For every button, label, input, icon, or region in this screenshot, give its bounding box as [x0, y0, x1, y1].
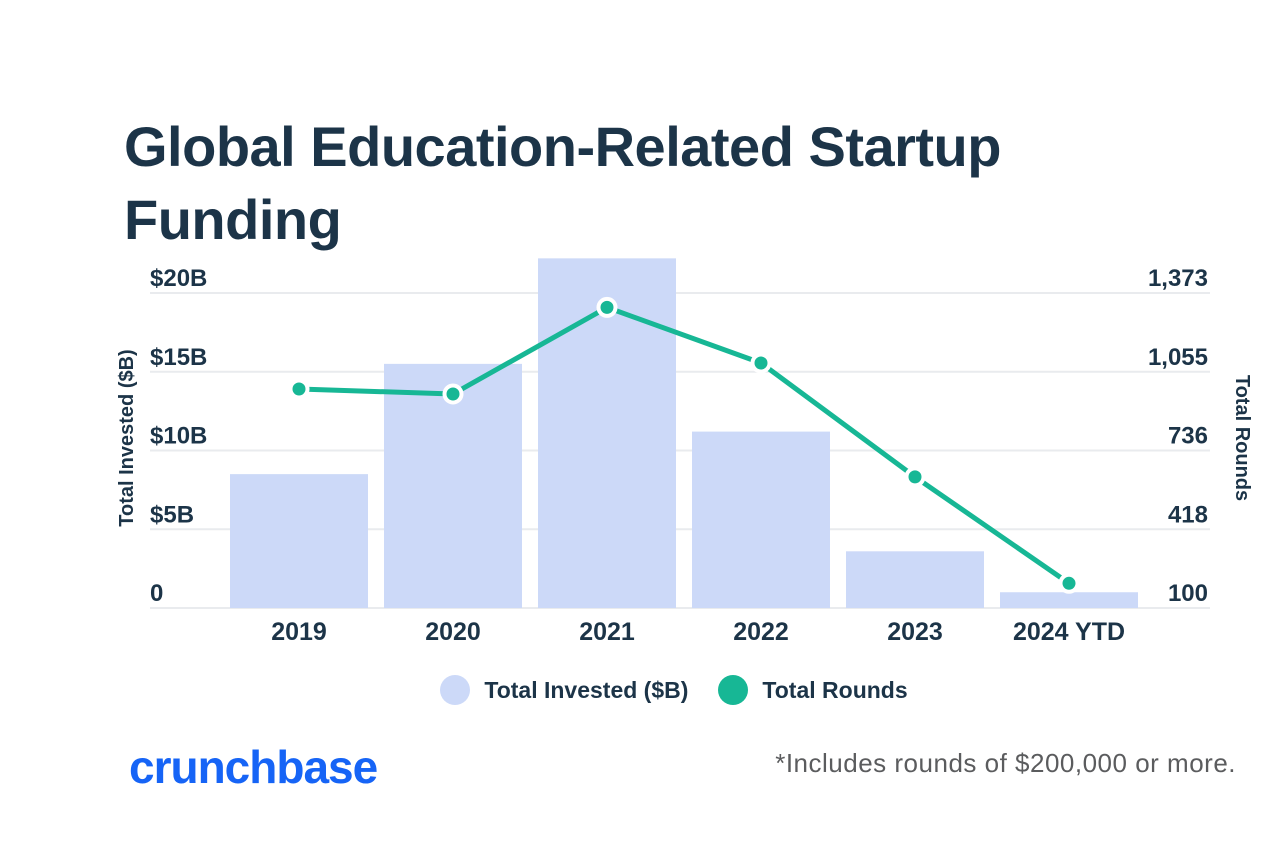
line-point-2022: [750, 352, 772, 374]
x-axis-label: 2019: [271, 618, 327, 646]
left-axis-title: Total Invested ($B): [116, 349, 138, 526]
footnote: *Includes rounds of $200,000 or more.: [775, 748, 1236, 778]
left-axis-tick-label: $15B: [150, 344, 207, 371]
left-axis-tick-label: $5B: [150, 501, 194, 528]
rounds-swatch-icon: [718, 675, 749, 705]
x-axis-label: 2024 YTD: [1013, 618, 1125, 646]
line-point-2023: [904, 466, 926, 488]
bar-2023: [846, 551, 984, 608]
line-point-2019: [288, 378, 310, 400]
right-axis-tick-label: 736: [1168, 423, 1208, 450]
line-point-2020: [442, 383, 464, 405]
right-axis-tick-label: 100: [1168, 580, 1208, 607]
right-axis-tick-label: 1,373: [1148, 265, 1208, 292]
x-axis-label: 2020: [425, 618, 481, 646]
line-point-2021: [596, 296, 618, 318]
right-axis-tick-label: 418: [1168, 501, 1208, 528]
legend-label: Total Invested ($B): [484, 676, 689, 703]
bar-2022: [692, 431, 830, 608]
left-axis-tick-label: 0: [150, 580, 163, 607]
x-axis-label: 2022: [733, 618, 789, 646]
bar-2019: [230, 474, 368, 608]
right-axis-tick-label: 1,055: [1148, 344, 1208, 371]
left-axis-tick-label: $10B: [150, 423, 207, 450]
line-point-2024 YTD: [1058, 572, 1080, 594]
crunchbase-logo: crunchbase: [129, 741, 378, 793]
legend-label: Total Rounds: [762, 676, 908, 703]
legend-item-total-rounds: Total Rounds: [718, 675, 908, 705]
bar-2024 YTD: [1000, 592, 1138, 608]
funding-chart: 0 100 $5B 418 $10B 736 $15B 1,055 $20B 1,373 2019 2…: [116, 258, 1253, 646]
bar-2020: [384, 363, 522, 608]
chart-legend: Total Invested ($B) Total Rounds: [34, 675, 1280, 705]
right-axis-title: Total Rounds: [1231, 375, 1253, 501]
legend-item-total-invested: Total Invested ($B): [440, 675, 688, 705]
rounds-line: [296, 304, 1072, 586]
invested-swatch-icon: [440, 675, 471, 705]
page-title: Global Education-Related Startup Funding: [124, 114, 1001, 251]
x-axis-label: 2023: [887, 618, 943, 646]
left-axis-tick-label: $20B: [150, 265, 207, 292]
x-axis-label: 2021: [579, 618, 635, 646]
